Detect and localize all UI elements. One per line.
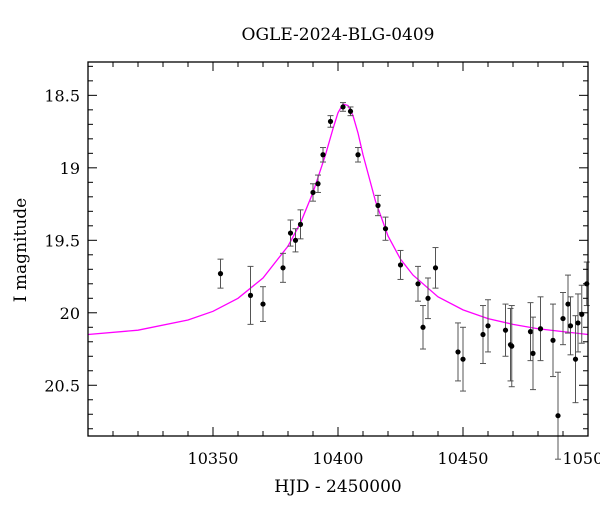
data-point	[480, 305, 486, 365]
y-tick-label: 18.5	[44, 86, 80, 105]
data-point	[217, 258, 224, 289]
data-point	[415, 265, 421, 302]
data-marker	[420, 324, 426, 330]
data-marker	[260, 301, 266, 307]
data-point	[527, 302, 534, 362]
data-marker	[485, 323, 491, 329]
data-point	[382, 216, 389, 241]
data-marker	[217, 271, 224, 277]
data-point	[280, 252, 286, 283]
data-point	[327, 115, 334, 128]
data-point	[560, 291, 566, 346]
data-point	[340, 102, 346, 112]
data-point	[565, 274, 571, 334]
x-axis-label: HJD - 2450000	[274, 477, 402, 497]
data-point	[315, 174, 321, 193]
plot-frame	[87, 61, 589, 437]
data-point	[260, 286, 266, 322]
data-marker	[297, 221, 304, 227]
data-marker	[247, 292, 254, 298]
y-axis-label: I magnitude	[11, 198, 31, 302]
x-tick-label: 10450	[438, 449, 489, 468]
data-marker	[509, 343, 515, 349]
data-marker	[315, 181, 321, 187]
data-point	[502, 303, 509, 357]
data-point	[420, 305, 426, 350]
data-point	[320, 147, 326, 163]
data-marker	[567, 323, 574, 329]
data-marker	[572, 356, 579, 362]
data-marker	[480, 331, 486, 338]
data-marker	[460, 356, 466, 362]
data-marker	[455, 349, 461, 355]
data-point	[530, 316, 536, 391]
data-marker	[292, 237, 299, 243]
data-point	[555, 371, 561, 460]
data-point	[425, 277, 431, 320]
data-point	[297, 209, 304, 240]
data-marker	[347, 108, 354, 114]
data-point	[575, 293, 581, 353]
data-marker	[555, 413, 561, 419]
data-point	[310, 183, 316, 202]
data-point	[455, 322, 461, 382]
data-marker	[415, 281, 421, 287]
data-marker	[280, 265, 286, 271]
y-tick-label: 20.5	[44, 376, 80, 395]
model-layer	[87, 103, 589, 336]
data-point	[432, 247, 439, 289]
y-tick-label: 19	[60, 159, 80, 178]
data-marker	[355, 152, 361, 158]
data-point	[508, 305, 515, 388]
y-tick-label: 20	[60, 304, 80, 323]
data-marker	[565, 301, 571, 307]
x-tick-label: 10350	[188, 449, 239, 468]
data-marker	[502, 327, 509, 333]
data-marker	[340, 104, 346, 110]
data-marker	[527, 329, 534, 335]
x-tick-label: 10500	[563, 449, 600, 468]
chart-title: OGLE-2024-BLG-0409	[242, 25, 435, 45]
model-curve	[87, 103, 589, 336]
data-marker	[320, 152, 326, 158]
x-tick-label: 10400	[313, 449, 364, 468]
data-marker	[327, 118, 334, 125]
data-point	[355, 147, 361, 163]
data-point	[287, 219, 294, 247]
data-marker	[397, 262, 404, 268]
data-point	[397, 249, 404, 280]
ticks-layer: 10350 10400 10450 10500 18.5 19 19.5 20 20.5	[44, 62, 600, 468]
data-marker	[310, 189, 316, 196]
data-point	[375, 194, 381, 217]
data-marker	[575, 320, 581, 326]
data-point	[247, 265, 254, 325]
data-marker	[550, 337, 556, 343]
data-point	[485, 299, 491, 353]
data-point	[347, 106, 354, 117]
data-point	[537, 296, 544, 362]
points-layer	[217, 102, 590, 460]
data-point	[460, 326, 466, 392]
data-marker	[382, 226, 389, 232]
data-marker	[530, 350, 536, 356]
data-marker	[537, 326, 544, 332]
data-marker	[432, 265, 439, 271]
data-marker	[375, 202, 381, 209]
y-tick-label: 19.5	[44, 231, 80, 250]
data-marker	[425, 295, 431, 301]
data-marker	[287, 230, 294, 236]
data-point	[567, 296, 574, 356]
data-point	[292, 228, 299, 253]
data-marker	[560, 315, 566, 322]
data-point	[550, 303, 556, 378]
